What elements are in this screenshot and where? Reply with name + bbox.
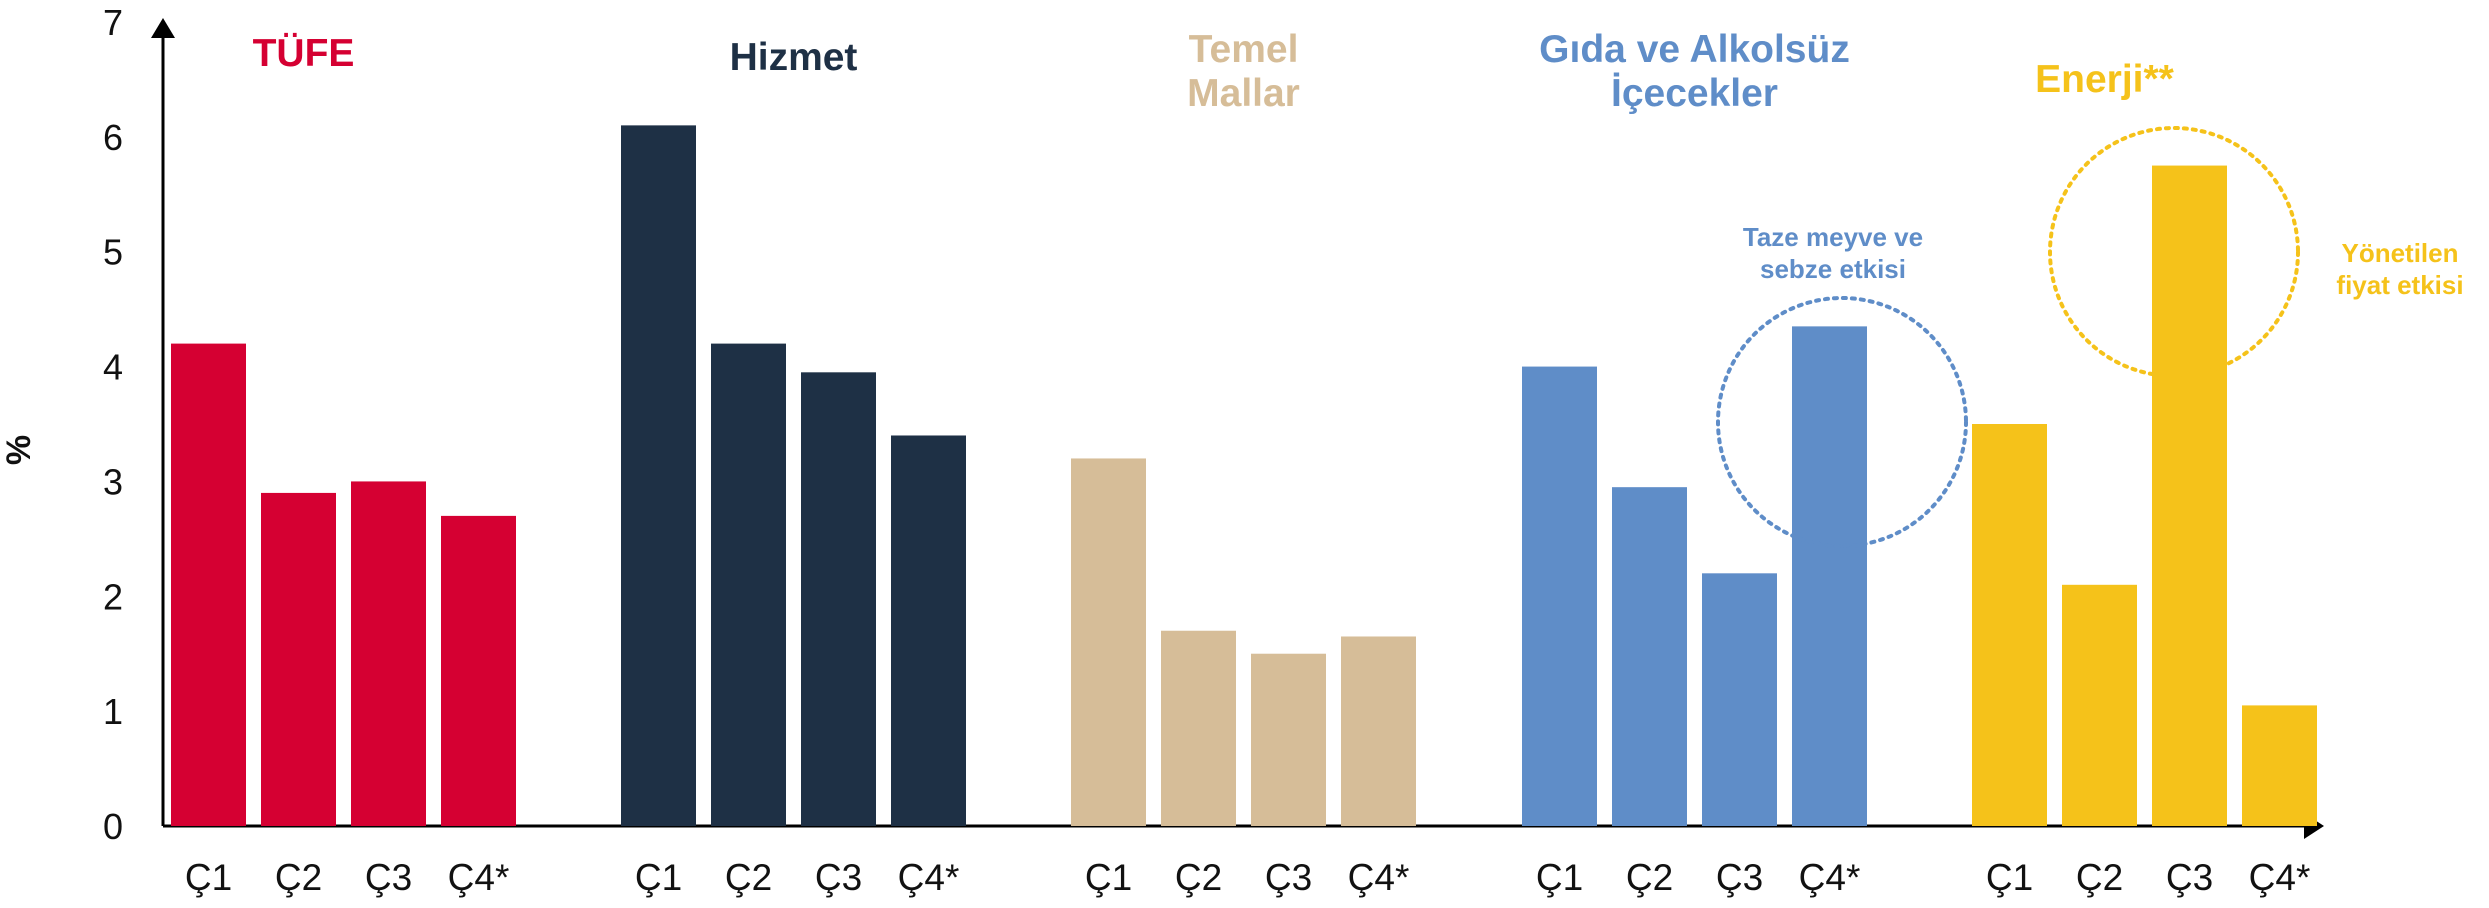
bar — [2152, 165, 2227, 827]
category-label: Ç2 — [725, 857, 772, 898]
bars — [171, 125, 2317, 827]
category-label: Ç1 — [1986, 857, 2033, 898]
bar — [171, 343, 246, 826]
group-title: İçecekler — [1611, 72, 1778, 115]
group-title: TÜFE — [253, 32, 355, 75]
y-tick-label: 2 — [103, 576, 123, 617]
y-tick-label: 0 — [103, 806, 123, 847]
category-label: Ç4* — [448, 857, 510, 898]
category-label: Ç3 — [365, 857, 412, 898]
annotation-circle — [1716, 296, 1968, 548]
bar — [351, 481, 426, 826]
bar — [1341, 636, 1416, 826]
bar — [1612, 487, 1687, 826]
annotation-text: Taze meyve ve — [1743, 222, 1923, 252]
annotation-text: fiyat etkisi — [2336, 270, 2463, 300]
y-tick-label: 7 — [103, 2, 123, 43]
bar — [441, 515, 516, 826]
y-axis-ticks: 0 1 2 3 4 5 6 7 — [103, 2, 123, 847]
y-tick-label: 6 — [103, 117, 123, 158]
category-label: Ç1 — [635, 857, 682, 898]
annotation-circle — [2048, 126, 2300, 378]
category-label: Ç4* — [1799, 857, 1861, 898]
category-label: Ç1 — [1085, 857, 1132, 898]
bar — [1161, 630, 1236, 826]
category-label: Ç1 — [1536, 857, 1583, 898]
bar — [2062, 584, 2137, 826]
category-label: Ç2 — [275, 857, 322, 898]
category-label: Ç2 — [1626, 857, 1673, 898]
bar — [621, 125, 696, 826]
bar — [1251, 653, 1326, 826]
group-title: Temel — [1189, 28, 1299, 71]
category-label: Ç2 — [1175, 857, 1222, 898]
y-tick-label: 3 — [103, 461, 123, 502]
bar — [2242, 705, 2317, 826]
group-title: Enerji** — [2035, 58, 2175, 101]
category-label: Ç4* — [2249, 857, 2311, 898]
bar — [1792, 326, 1867, 826]
category-label: Ç3 — [815, 857, 862, 898]
annotation-text: sebze etkisi — [1760, 254, 1906, 284]
bar — [711, 343, 786, 826]
category-labels: Ç1 Ç2 Ç3 Ç4* Ç1 Ç2 Ç3 Ç4* Ç1 Ç2 Ç3 Ç4* Ç1 Ç2 Ç3 Ç4* Ç1 Ç2… — [185, 857, 2311, 898]
group-title: Gıda ve Alkolsüz — [1539, 28, 1850, 71]
bar — [1071, 458, 1146, 826]
annotation-text: Yönetilen — [2341, 238, 2458, 268]
category-label: Ç2 — [2076, 857, 2123, 898]
category-label: Ç1 — [185, 857, 232, 898]
y-tick-label: 1 — [103, 691, 123, 732]
category-label: Ç4* — [898, 857, 960, 898]
bar — [1972, 424, 2047, 826]
y-tick-label: 5 — [103, 232, 123, 273]
bar — [1522, 366, 1597, 826]
category-label: Ç3 — [2166, 857, 2213, 898]
group-title: Mallar — [1187, 72, 1300, 115]
y-axis-label: % — [0, 435, 38, 465]
category-label: Ç4* — [1348, 857, 1410, 898]
bar — [801, 372, 876, 826]
bar — [261, 492, 336, 826]
bar — [1702, 573, 1777, 826]
y-tick-label: 4 — [103, 347, 123, 388]
category-label: Ç3 — [1265, 857, 1312, 898]
group-title: Hizmet — [730, 36, 858, 79]
bar — [891, 435, 966, 826]
category-label: Ç3 — [1716, 857, 1763, 898]
y-axis-arrow — [151, 18, 175, 38]
